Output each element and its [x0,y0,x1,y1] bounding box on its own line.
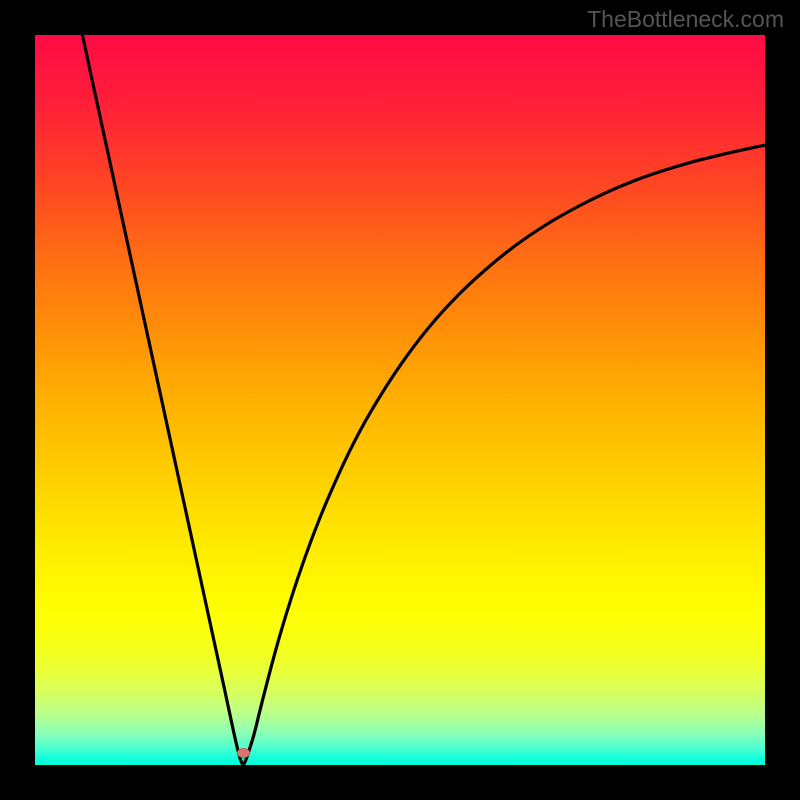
plot-area [35,35,765,765]
bottleneck-curve [35,35,765,765]
optimal-point-marker [237,748,250,758]
watermark-text: TheBottleneck.com [587,6,784,33]
